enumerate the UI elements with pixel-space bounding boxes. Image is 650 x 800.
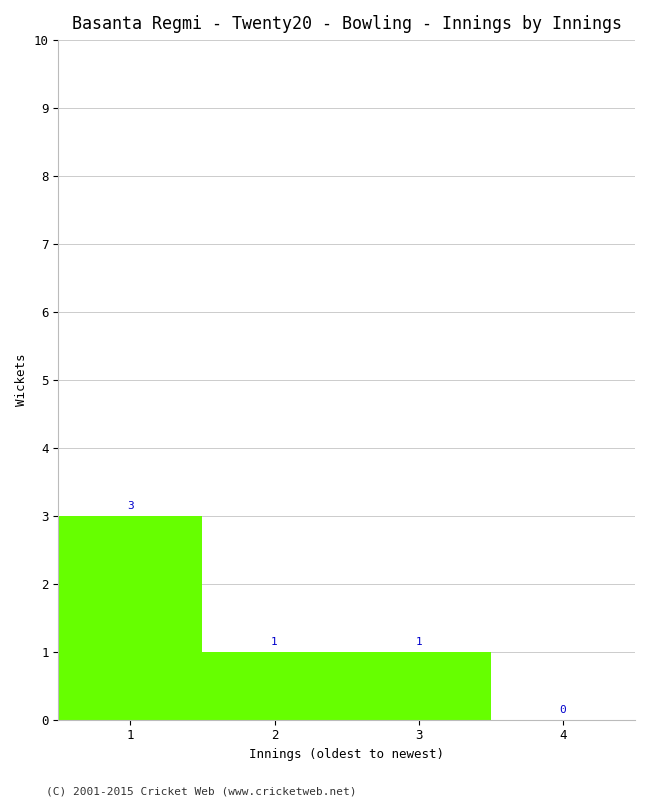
Y-axis label: Wickets: Wickets [15, 354, 28, 406]
Bar [202, 652, 346, 720]
Title: Basanta Regmi - Twenty20 - Bowling - Innings by Innings: Basanta Regmi - Twenty20 - Bowling - Inn… [72, 15, 621, 33]
X-axis label: Innings (oldest to newest): Innings (oldest to newest) [249, 748, 444, 761]
Bar [58, 516, 202, 720]
Text: 1: 1 [271, 637, 278, 647]
Text: 1: 1 [415, 637, 422, 647]
Text: 3: 3 [127, 501, 134, 511]
Bar [346, 652, 491, 720]
Text: 0: 0 [560, 705, 566, 715]
Text: (C) 2001-2015 Cricket Web (www.cricketweb.net): (C) 2001-2015 Cricket Web (www.cricketwe… [46, 786, 356, 796]
